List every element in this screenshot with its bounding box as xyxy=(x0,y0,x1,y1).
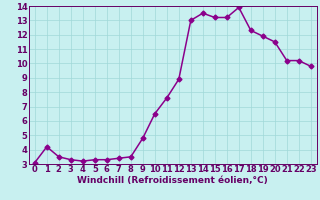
X-axis label: Windchill (Refroidissement éolien,°C): Windchill (Refroidissement éolien,°C) xyxy=(77,176,268,185)
